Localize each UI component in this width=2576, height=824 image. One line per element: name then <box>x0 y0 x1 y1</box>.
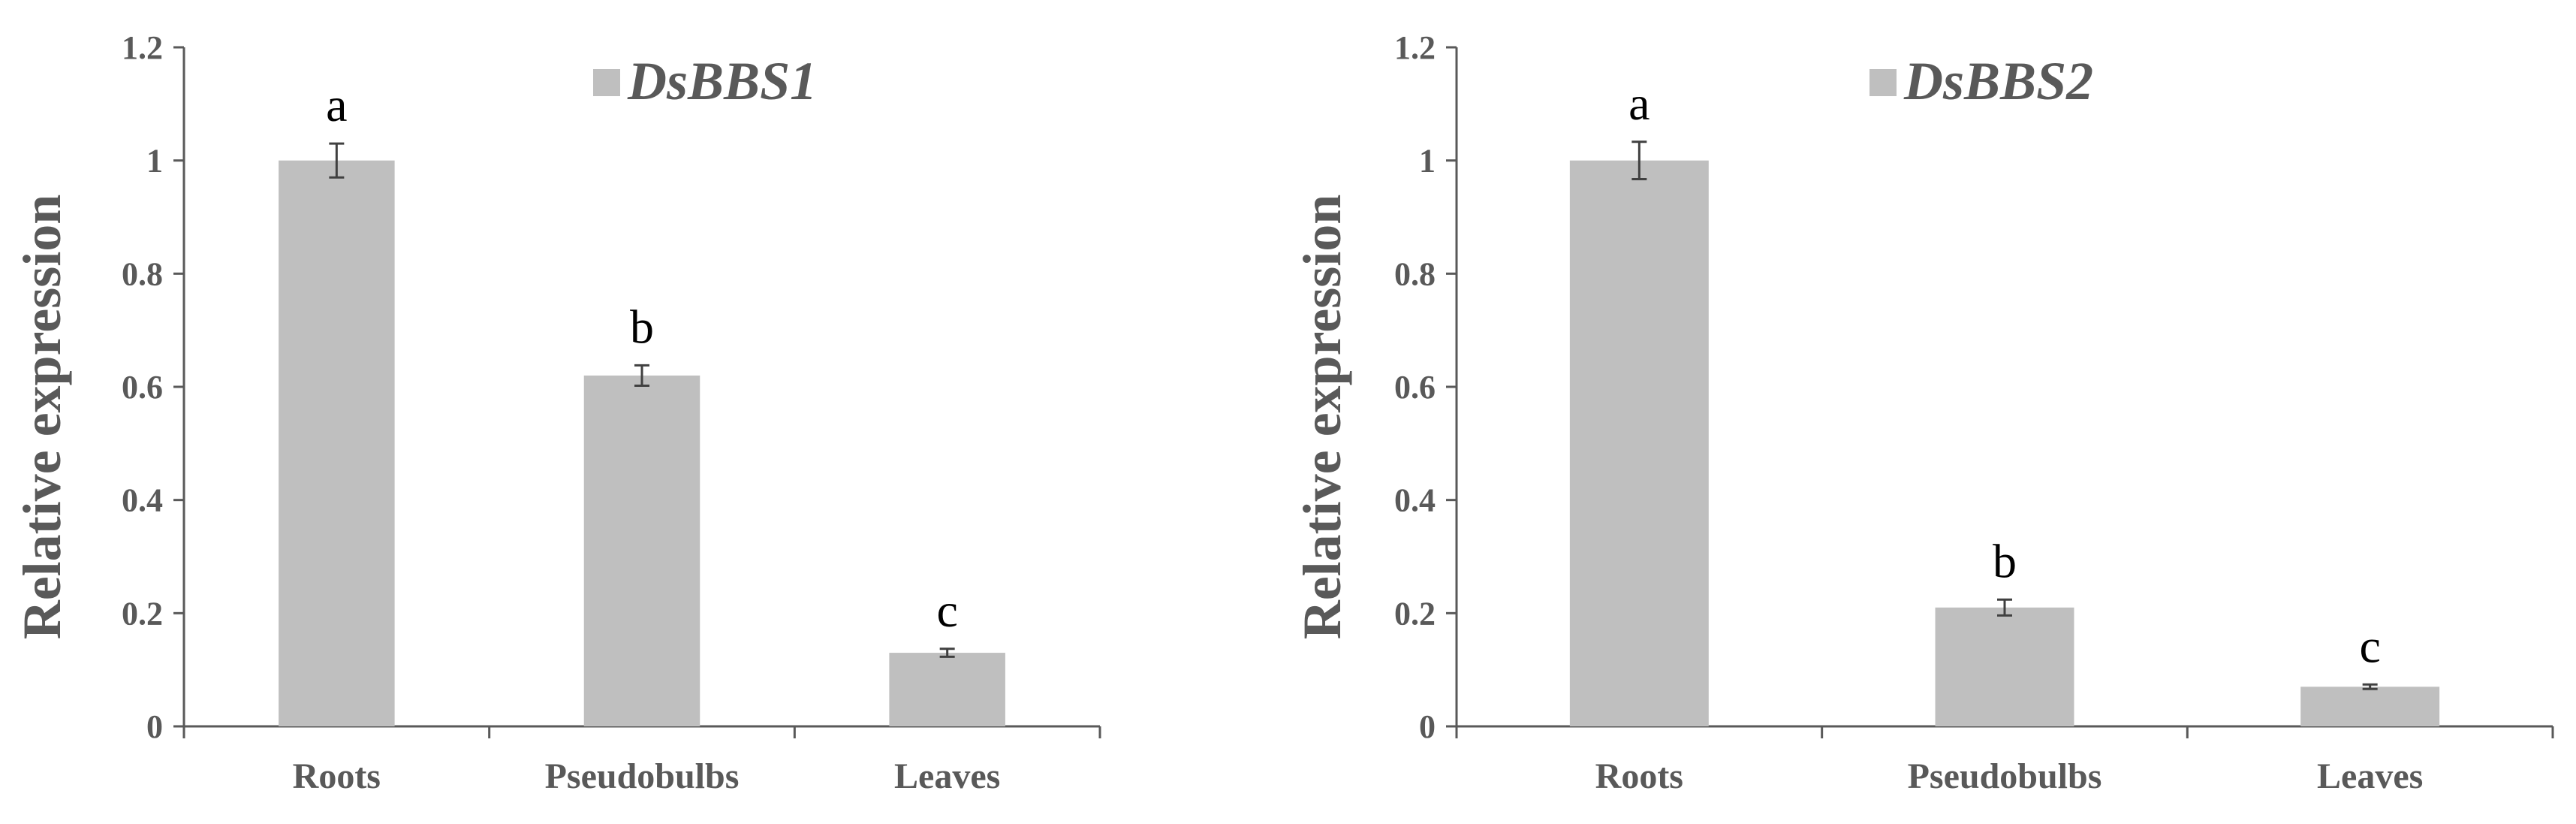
significance-label: b <box>1993 534 2017 587</box>
x-tick-label: Pseudobulbs <box>1908 756 2102 796</box>
bar-roots <box>279 160 395 726</box>
chart-panel-1: 0 0.2 0.4 0.6 0.8 1 1.2 a Roots b Pseudobulbs c Leav… <box>12 29 1101 796</box>
significance-label: c <box>936 584 957 637</box>
y-axis-label: Relative expression <box>12 195 72 640</box>
y-tick-label: 1 <box>146 143 163 180</box>
bar-roots <box>1569 160 1709 726</box>
y-axis-label: Relative expression <box>1292 195 1352 640</box>
x-tick-label: Roots <box>293 756 381 796</box>
significance-label: a <box>1628 77 1650 130</box>
x-tick-label: Leaves <box>894 756 1000 796</box>
y-tick-label: 0.4 <box>122 482 163 519</box>
significance-label: a <box>326 78 347 131</box>
y-tick-label: 0.6 <box>1394 369 1436 406</box>
x-tick-label: Pseudobulbs <box>545 756 740 796</box>
significance-label: b <box>630 300 654 353</box>
y-tick-label: 1.2 <box>1394 29 1436 66</box>
y-tick-label: 0.6 <box>122 369 163 406</box>
legend-swatch <box>1869 69 1897 96</box>
x-tick-label: Leaves <box>2317 756 2423 796</box>
y-tick-label: 0.2 <box>122 595 163 632</box>
y-tick-label: 0.8 <box>122 255 163 292</box>
bar-leaves <box>2300 687 2440 726</box>
y-tick-label: 0 <box>1419 708 1436 745</box>
y-tick-label: 0.8 <box>1394 255 1436 292</box>
bar-leaves <box>889 653 1005 726</box>
y-tick-label: 1 <box>1419 143 1436 180</box>
chart-panel-2: 0 0.2 0.4 0.6 0.8 1 1.2 a Roots b Pseudobulbs c Leav… <box>1292 29 2554 796</box>
y-tick-label: 0.2 <box>1394 595 1436 632</box>
bar-pseudobulbs <box>1935 607 2074 726</box>
bar-pseudobulbs <box>583 375 700 726</box>
y-tick-label: 1.2 <box>122 29 163 66</box>
legend-label: DsBBS2 <box>1903 51 2093 111</box>
x-tick-label: Roots <box>1595 756 1683 796</box>
y-tick-label: 0 <box>146 708 163 745</box>
y-tick-label: 0.4 <box>1394 482 1436 519</box>
significance-label: c <box>2359 619 2380 672</box>
legend-label: DsBBS1 <box>627 51 817 111</box>
legend-swatch <box>593 69 620 96</box>
